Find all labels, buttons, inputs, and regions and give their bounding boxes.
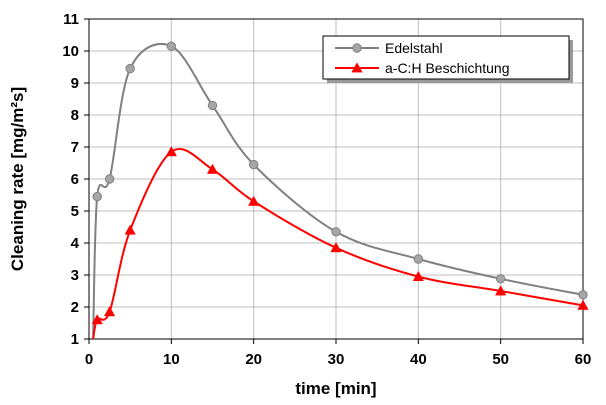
- data-point: [330, 242, 342, 253]
- series-line: [92, 148, 584, 340]
- series-line: [92, 43, 584, 340]
- data-point: [92, 191, 102, 202]
- y-tick-label: 5: [71, 203, 79, 220]
- data-point: [412, 270, 424, 282]
- legend-swatch-marker: [351, 62, 363, 73]
- legend-entry: a-C:H Beschichtung: [335, 60, 510, 76]
- x-tick-label: 60: [575, 351, 592, 368]
- legend: Edelstahl a-C:H Beschichtung: [322, 35, 573, 83]
- x-tick-label: 0: [85, 351, 93, 368]
- data-point: [206, 163, 219, 174]
- y-tick-label: 4: [71, 235, 80, 252]
- y-tick-label: 1: [71, 331, 79, 348]
- data-point: [577, 299, 589, 310]
- x-axis-title: time [min]: [295, 379, 376, 398]
- x-tick-label: 50: [492, 351, 509, 368]
- y-tick-label: 10: [62, 43, 79, 60]
- legend-items: Edelstahl a-C:H Beschichtung: [335, 40, 510, 76]
- data-point: [495, 274, 506, 284]
- y-tick-label: 7: [71, 139, 79, 156]
- data-point: [104, 174, 115, 184]
- data-point: [207, 100, 218, 111]
- y-tick-label: 9: [71, 75, 79, 92]
- legend-swatch-marker: [352, 43, 362, 53]
- data-point: [166, 41, 177, 51]
- series-beschichtung: [91, 146, 589, 340]
- series-edelstahl: [92, 41, 588, 340]
- y-axis-ticks: 1 2 3 4 5 6 7 8 9 10 11: [62, 11, 89, 348]
- x-tick-label: 20: [245, 351, 262, 368]
- y-tick-label: 6: [71, 171, 79, 188]
- data-point: [124, 224, 136, 235]
- x-tick-label: 40: [410, 351, 427, 368]
- data-point: [91, 314, 103, 325]
- legend-label: Edelstahl: [385, 40, 443, 56]
- data-point: [578, 290, 588, 300]
- y-axis-title: Cleaning rate [mg/m²s]: [8, 87, 27, 271]
- x-tick-label: 10: [163, 351, 180, 368]
- data-point: [413, 254, 424, 264]
- legend-box: [322, 35, 570, 80]
- legend-entry: Edelstahl: [335, 40, 443, 56]
- series-layer: [91, 41, 589, 340]
- y-tick-label: 3: [71, 267, 79, 284]
- y-tick-label: 8: [71, 107, 79, 124]
- x-tick-label: 30: [328, 351, 345, 368]
- y-tick-label: 11: [63, 11, 79, 28]
- data-point: [495, 285, 507, 296]
- data-point: [248, 159, 259, 170]
- legend-label: a-C:H Beschichtung: [385, 60, 510, 76]
- data-point: [103, 306, 116, 317]
- x-axis-ticks: 0 10 20 30 40 50 60: [85, 339, 592, 368]
- data-point: [125, 63, 135, 74]
- data-point: [331, 227, 341, 237]
- data-point: [165, 146, 177, 157]
- data-point: [248, 195, 260, 206]
- y-tick-label: 2: [71, 299, 79, 316]
